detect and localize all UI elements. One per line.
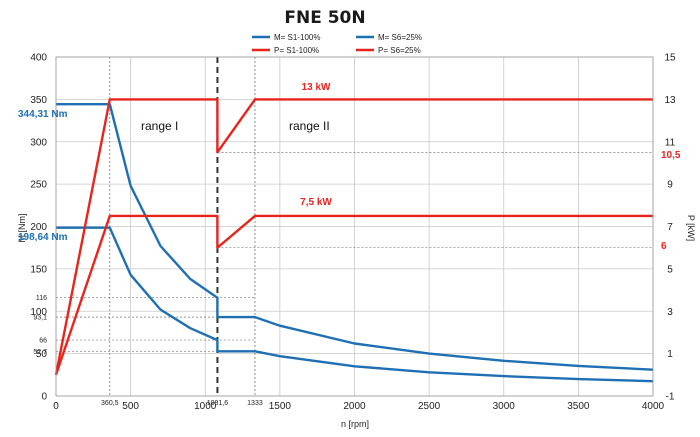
annotation-range-1: range I [141, 119, 178, 133]
y2-tick-label-11: 11 [665, 137, 676, 148]
annotation-p-drop-low: 6 [661, 241, 667, 252]
y2-tick-label-7: 7 [667, 222, 673, 233]
y2-tick-label--1: -1 [666, 392, 675, 403]
x-extra-tick-1333: 1333 [247, 400, 263, 407]
y2-tick-label-13: 13 [664, 95, 676, 106]
legend: M= S1-100% M= S6=25% P= S1-100% P= S6=25… [252, 33, 422, 55]
x-tick-label-1000: 1000 [194, 401, 217, 412]
y-extra-tick-93-1: 93,1 [33, 315, 47, 322]
axes [55, 56, 654, 397]
series-line-m-s1-100 [56, 226, 654, 383]
legend-label-p-s1: P= S1-100% [274, 46, 319, 55]
y-tick-label-50: 50 [36, 349, 48, 360]
series-line-p-s1-100 [54, 214, 653, 376]
legend-label-p-s6: P= S6=25% [378, 46, 421, 55]
y-tick-label-400: 400 [30, 53, 47, 64]
annotation-torque-high: 344,31 Nm [18, 109, 68, 120]
annotation-power-high: 13 kW [302, 82, 331, 93]
y-tick-label-0: 0 [41, 392, 47, 403]
legend-label-m-s1: M= S1-100% [274, 33, 320, 42]
y2-axis-label: P [kW] [686, 215, 696, 241]
y-extra-tick-116: 116 [36, 295, 47, 302]
x-tick-label-2000: 2000 [343, 401, 366, 412]
x-tick-label-2500: 2500 [418, 401, 441, 412]
y-extra-tick-52-7: 52,7 [33, 349, 47, 356]
y-tick-label-100: 100 [30, 307, 47, 318]
y2-tick-label-1: 1 [667, 349, 673, 360]
annotation-power-low: 7,5 kW [300, 197, 332, 208]
x-extra-tick-1081-6: 1081,6 [207, 400, 229, 407]
y-tick-label-150: 150 [30, 264, 47, 275]
y-tick-label-350: 350 [30, 95, 47, 106]
x-tick-label-3500: 3500 [567, 401, 590, 412]
x-axis-label: n [rpm] [341, 419, 369, 429]
y-extra-tick-66: 66 [39, 338, 47, 345]
annotation-p-drop-high: 10,5 [661, 150, 681, 161]
legend-label-m-s6: M= S6=25% [378, 33, 422, 42]
y2-tick-label-15: 15 [664, 53, 676, 64]
y-axis-label: M [Nm] [17, 214, 27, 243]
y2-tick-label-3: 3 [667, 307, 673, 318]
chart-title: FNE 50N [284, 8, 365, 28]
x-tick-label-500: 500 [122, 401, 139, 412]
y2-tick-label-9: 9 [667, 180, 673, 191]
x-extra-tick-360-5: 360,5 [101, 400, 119, 407]
y-tick-label-250: 250 [30, 180, 47, 191]
grid [55, 56, 654, 397]
annotation-torque-low: 198,64 Nm [18, 232, 68, 243]
annotation-range-2: range II [289, 119, 330, 133]
x-tick-label-0: 0 [53, 401, 59, 412]
series-line-p-s6-25 [54, 98, 653, 376]
tick-labels: 0 500 1000 1500 2000 2500 3000 3500 400005010015… [30, 53, 676, 413]
x-tick-label-1500: 1500 [269, 401, 292, 412]
x-tick-label-3000: 3000 [493, 401, 516, 412]
y-tick-label-300: 300 [30, 137, 47, 148]
y-tick-label-200: 200 [30, 222, 47, 233]
series-line-m-s6-25 [56, 102, 654, 371]
x-tick-label-4000: 4000 [642, 401, 665, 412]
y2-tick-label-5: 5 [667, 264, 673, 275]
plot-frame [55, 56, 654, 397]
series-layer [54, 98, 654, 383]
